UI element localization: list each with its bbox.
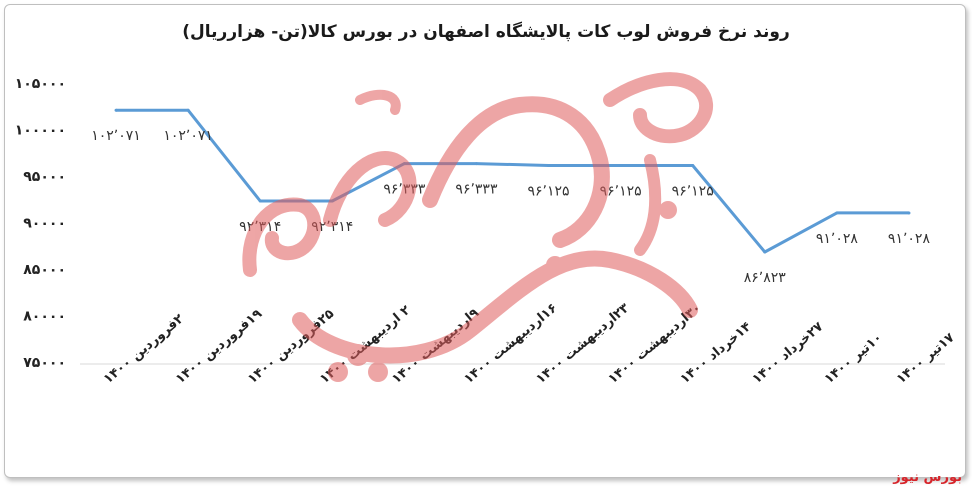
data-point [258,199,262,203]
source-label: بورس نیوز [893,470,962,485]
x-tick-label: ۲۷خرداد ۱۴۰۰ [750,319,827,387]
data-label: ۹۱٬۰۲۸ [888,231,931,247]
data-label: ۹۶٬۱۲۵ [600,184,642,200]
series-line [114,108,911,254]
data-label: ۱۰۲٬۰۷۱ [163,128,213,144]
data-label: ۱۰۲٬۰۷۱ [91,128,141,144]
data-point [114,108,118,112]
data-label: ۹۱٬۰۲۸ [816,231,859,247]
data-label: ۹۶٬۳۳۳ [455,182,498,198]
data-point [474,162,478,166]
data-point [763,250,767,254]
data-point [402,162,406,166]
x-tick-label: ۱۰تیر ۱۴۰۰ [822,330,886,387]
y-tick-label: ۸۰۰۰۰ [23,309,66,325]
y-tick-label: ۱۰۵۰۰۰ [15,76,66,92]
y-axis: ۷۵۰۰۰ ۸۰۰۰۰ ۸۵۰۰۰ ۹۰۰۰۰ ۹۵۰۰۰ ۱۰۰۰۰۰ ۱۰۵۰۰۰ [15,76,66,371]
data-point [186,108,190,112]
y-tick-label: ۸۵۰۰۰ [23,262,66,278]
y-tick-label: ۷۵۰۰۰ [23,355,66,371]
chart-title: روند نرخ فروش لوب کات پالایشگاه اصفهان د… [182,22,790,42]
data-labels: ۱۰۲٬۰۷۱ ۱۰۲٬۰۷۱ ۹۲٬۳۱۴ ۹۲٬۳۱۴ ۹۶٬۳۳۳ ۹۶٬۳۳۳ ۹۶… [91,128,930,286]
data-point [619,164,623,168]
data-label: ۹۶٬۱۲۵ [672,184,714,200]
data-point [835,211,839,215]
y-tick-label: ۹۵۰۰۰ [23,169,66,185]
data-label: ۹۲٬۳۱۴ [311,219,353,235]
data-point [547,164,551,168]
data-label: ۹۶٬۱۲۵ [528,184,570,200]
x-tick-label: ۱۴خرداد ۱۴۰۰ [678,319,755,387]
data-label: ۸۶٬۸۲۳ [744,270,787,286]
data-point [330,199,334,203]
data-label: ۹۲٬۳۱۴ [239,219,281,235]
data-label: ۹۶٬۳۳۳ [383,182,426,198]
price-line [116,108,909,254]
x-tick-label: ۱۷تیر ۱۴۰۰ [894,330,958,387]
data-point [691,164,695,168]
data-point [907,211,911,215]
y-tick-label: ۹۰۰۰۰ [23,216,66,232]
y-tick-label: ۱۰۰۰۰۰ [15,123,66,139]
